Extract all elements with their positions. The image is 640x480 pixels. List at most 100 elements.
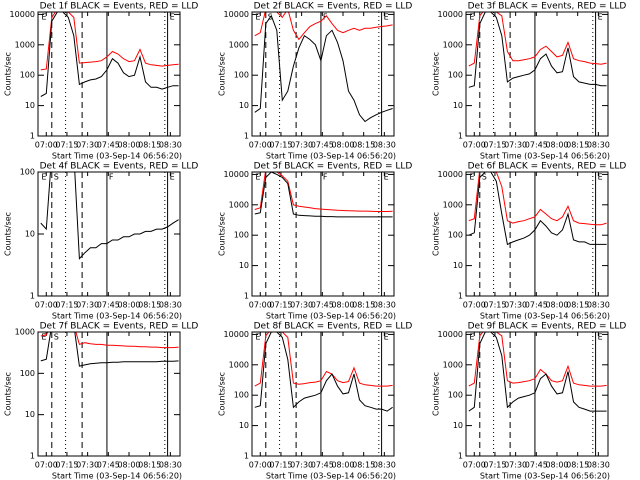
- marker-label: S: [54, 333, 59, 342]
- x-tick-label: 07:45: [525, 301, 548, 310]
- marker-label: E: [598, 173, 603, 182]
- x-tick-label: 07:45: [97, 461, 120, 470]
- y-tick-label: 1: [244, 132, 249, 141]
- y-tick-label: 1000: [15, 40, 35, 49]
- x-tick-label: 07:00: [463, 141, 486, 150]
- marker-label: E: [384, 13, 389, 22]
- x-axis-title: Start Time (03-Sep-14 06:56:20): [52, 472, 182, 480]
- y-tick-label: 100: [448, 71, 463, 80]
- x-tick-label: 08:00: [117, 301, 140, 310]
- y-axis-title: Counts/sec: [4, 212, 13, 256]
- x-tick-label: 07:45: [311, 141, 334, 150]
- marker-label: E: [41, 173, 46, 182]
- plot-frame: [251, 11, 395, 137]
- x-tick-label: 08:15: [352, 141, 375, 150]
- y-tick-label: 10: [25, 410, 35, 419]
- panel: Det 4f BLACK = Events, RED = LLD Start Ti…: [4, 162, 199, 321]
- x-tick-label: 07:00: [463, 461, 486, 470]
- x-tick-label: 07:15: [269, 301, 292, 310]
- series-line: [254, 12, 393, 41]
- series-line: [254, 172, 393, 218]
- x-tick-label: 08:30: [159, 301, 182, 310]
- x-tick-label: 08:15: [138, 461, 161, 470]
- x-tick-label: 07:00: [35, 461, 58, 470]
- y-tick-label: 100: [20, 369, 35, 378]
- x-tick-label: 07:00: [249, 141, 272, 150]
- marker-label: E: [384, 333, 389, 342]
- chart-title: Det 7f BLACK = Events, RED = LLD: [40, 322, 199, 332]
- x-tick-label: 08:00: [331, 461, 354, 470]
- panel: Det 1f BLACK = Events, RED = LLD Start Ti…: [4, 2, 199, 161]
- x-tick-label: 07:15: [55, 301, 78, 310]
- chart-title: Det 9f BLACK = Events, RED = LLD: [468, 322, 627, 332]
- y-tick-label: 1000: [443, 360, 463, 369]
- x-tick-label: 07:30: [76, 301, 99, 310]
- y-tick-label: 1: [458, 132, 463, 141]
- x-tick-label: 08:30: [587, 141, 610, 150]
- x-tick-label: 07:00: [35, 141, 58, 150]
- y-tick-label: 1: [30, 292, 35, 301]
- x-axis-title: Start Time (03-Sep-14 06:56:20): [480, 312, 610, 321]
- series-line: [254, 332, 393, 387]
- x-tick-label: 07:30: [504, 461, 527, 470]
- x-tick-label: 08:15: [566, 141, 589, 150]
- y-tick-label: 10000: [224, 170, 249, 179]
- series-line: [468, 172, 607, 226]
- y-tick-label: 1000: [229, 40, 249, 49]
- x-tick-label: 08:30: [373, 301, 396, 310]
- y-tick-label: 10000: [224, 330, 249, 339]
- x-tick-label: 07:45: [311, 461, 334, 470]
- y-axis-title: Counts/sec: [218, 372, 227, 416]
- y-axis-title: Counts/sec: [432, 372, 441, 416]
- y-tick-label: 10000: [438, 330, 463, 339]
- x-tick-label: 07:00: [249, 301, 272, 310]
- x-axis-title: Start Time (03-Sep-14 06:56:20): [52, 312, 182, 321]
- y-tick-label: 1: [458, 452, 463, 461]
- x-tick-label: 07:15: [269, 141, 292, 150]
- y-axis-title: Counts/sec: [4, 372, 13, 416]
- panel: Det 3f BLACK = Events, RED = LLD Start Ti…: [432, 2, 627, 161]
- x-tick-label: 08:00: [331, 141, 354, 150]
- x-tick-label: 07:45: [311, 301, 334, 310]
- y-tick-label: 100: [20, 168, 35, 177]
- panel: Det 6f BLACK = Events, RED = LLD Start Ti…: [432, 162, 627, 321]
- x-tick-label: 08:00: [331, 301, 354, 310]
- x-axis-title: Start Time (03-Sep-14 06:56:20): [266, 312, 396, 321]
- x-tick-label: 08:15: [352, 301, 375, 310]
- plot-frame: [465, 11, 609, 137]
- x-tick-label: 08:00: [117, 461, 140, 470]
- x-tick-label: 08:30: [159, 141, 182, 150]
- panel: Det 9f BLACK = Events, RED = LLD Start Ti…: [432, 322, 627, 480]
- y-tick-label: 10: [239, 261, 249, 270]
- x-tick-label: 07:30: [76, 141, 99, 150]
- x-tick-label: 07:15: [269, 461, 292, 470]
- series-line: [40, 12, 179, 97]
- x-tick-label: 07:15: [483, 301, 506, 310]
- y-axis-title: Counts/sec: [432, 212, 441, 256]
- y-tick-label: 10: [453, 261, 463, 270]
- marker-label: E: [170, 173, 175, 182]
- plot-frame: [37, 11, 181, 137]
- series-line: [468, 12, 607, 67]
- plot-frame: [251, 171, 395, 297]
- x-tick-label: 07:30: [504, 301, 527, 310]
- y-tick-label: 10: [25, 230, 35, 239]
- y-tick-label: 100: [234, 71, 249, 80]
- x-tick-label: 08:00: [117, 141, 140, 150]
- y-tick-label: 100: [448, 231, 463, 240]
- x-tick-label: 08:15: [566, 461, 589, 470]
- x-tick-label: 08:30: [159, 461, 182, 470]
- y-tick-label: 100: [234, 231, 249, 240]
- plot-frame: [37, 331, 181, 457]
- marker-label: E: [598, 13, 603, 22]
- x-tick-label: 08:15: [138, 301, 161, 310]
- x-tick-label: 07:15: [483, 461, 506, 470]
- y-tick-label: 100: [20, 71, 35, 80]
- marker-label: F: [323, 173, 328, 182]
- y-tick-label: 10000: [438, 170, 463, 179]
- x-axis-title: Start Time (03-Sep-14 06:56:20): [480, 472, 610, 480]
- marker-label: S: [54, 173, 59, 182]
- y-tick-label: 1: [458, 292, 463, 301]
- x-tick-label: 07:30: [290, 141, 313, 150]
- x-tick-label: 08:30: [373, 461, 396, 470]
